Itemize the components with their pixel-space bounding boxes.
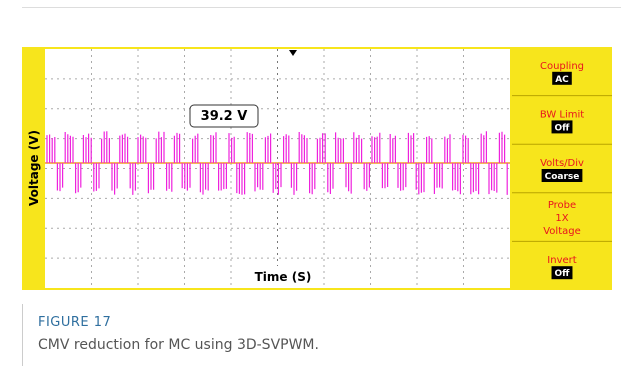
- caption-bar: [22, 304, 23, 366]
- menu-label: Volts/Div: [540, 158, 584, 169]
- x-axis-label: Time (S): [255, 270, 312, 284]
- menu-label: Coupling: [540, 61, 584, 72]
- y-axis-label: Voltage (V): [27, 130, 41, 206]
- oscilloscope-screen: 39.2 V Time (S) Voltage (V) Coupling AC BW…: [0, 0, 621, 300]
- menu-value: Coarse: [545, 172, 580, 182]
- menu-label: Voltage: [543, 226, 581, 237]
- menu-label: Probe: [548, 200, 576, 211]
- figure-label: FIGURE 17: [38, 315, 111, 330]
- figure-caption: CMV reduction for MC using 3D-SVPWM.: [38, 337, 319, 353]
- menu-label: 1X: [555, 213, 568, 224]
- menu-value: AC: [555, 75, 569, 85]
- menu-value: Off: [555, 269, 571, 279]
- menu-label: BW Limit: [540, 109, 584, 120]
- annotation: 39.2 V: [201, 109, 248, 124]
- menu-label: Invert: [547, 255, 576, 266]
- page: {"figure": { "screen": { "y_label": "Vol…: [0, 0, 621, 385]
- menu-value: Off: [555, 123, 571, 133]
